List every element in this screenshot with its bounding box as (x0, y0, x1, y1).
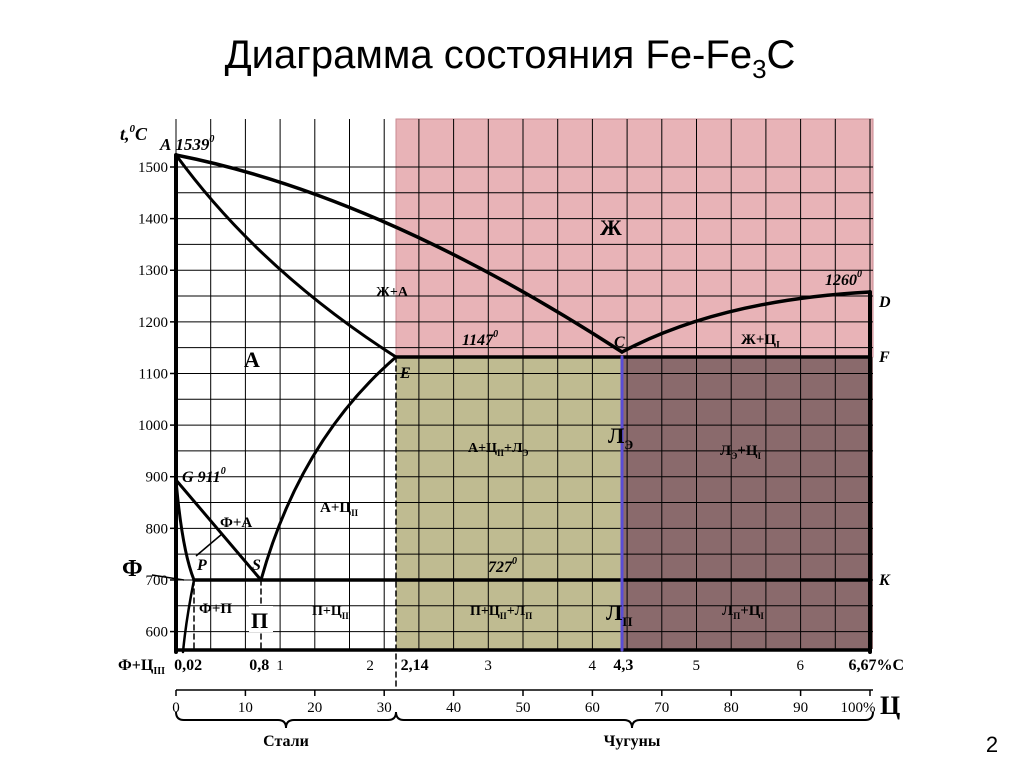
point-d-label: D (878, 294, 891, 311)
steels-brace (175, 711, 397, 729)
point-f-label: F (878, 349, 890, 366)
cementite-tick-label: 20 (307, 700, 322, 716)
carbon-tick-label: 6,67%C (848, 657, 904, 674)
region-ferrite-label: Ф (122, 556, 143, 582)
y-tick-label: 1000 (138, 418, 168, 434)
region-austenite-cem2-label: А+ЦII (320, 500, 359, 518)
carbon-tick-label: 2 (366, 658, 374, 674)
y-tick-label: 1100 (139, 366, 168, 382)
cementite-ticks: 0 10 20 30 40 50 60 70 80 90 100% (172, 690, 876, 716)
y-tick-label: 1500 (138, 160, 168, 176)
cast-irons-label: Чугуны (604, 733, 661, 750)
point-e-label: E (399, 365, 411, 382)
temp-1260-label: 12600 (825, 269, 862, 289)
region-led-p-label: ЛП (606, 600, 633, 629)
gp-line (174, 478, 196, 582)
acm-line-es (259, 355, 398, 582)
region-austenite-label: А (244, 347, 260, 372)
cementite-tick-label: 0 (172, 700, 180, 716)
pearlite-label-box (249, 606, 273, 632)
point-a-label: A 15390 (159, 134, 214, 154)
carbon-tick-label: 5 (692, 658, 700, 674)
point-p-label: P (196, 557, 207, 574)
carbon-left-label: Ф+ЦIII (118, 657, 165, 677)
y-tick-label: 800 (146, 521, 169, 537)
cementite-tick-label: 50 (516, 700, 531, 716)
temp-727-label: 7270 (488, 556, 517, 576)
region-liquid-austenite-label: Ж+А (376, 285, 409, 300)
carbon-tick-label: 2,14 (401, 657, 429, 674)
y-tick-label: 1300 (138, 263, 168, 279)
y-axis-label: t,0C (120, 123, 148, 144)
cementite-tick-label: 30 (377, 700, 392, 716)
carbon-tick-label: 3 (484, 658, 492, 674)
temp-1147-label: 11470 (462, 329, 498, 349)
carbon-tick-label: 4 (588, 658, 596, 674)
point-g-label: G 9110 (182, 466, 226, 486)
carbon-tick-label: 0,8 (249, 657, 269, 674)
slide-title: Диаграмма состояния Fe-Fe3C (225, 33, 796, 84)
region-led-e-label: ЛЭ (608, 423, 633, 452)
cementite-tick-label: 60 (585, 700, 600, 716)
cementite-tick-label: 100% (841, 700, 876, 716)
point-c-label: C (614, 334, 625, 351)
solidus-ae-line (174, 153, 398, 359)
page-number: 2 (986, 732, 998, 757)
region-pearlite-label: П (251, 608, 268, 633)
ferrite-austenite-pointer (195, 533, 223, 557)
grid (175, 119, 873, 650)
point-k-label: K (878, 572, 891, 589)
region-ferrite-austenite-label: Ф+А (220, 515, 252, 531)
carbon-tick-label: 4,3 (613, 657, 633, 674)
point-s-label: S (252, 557, 261, 574)
region-liquid-cementite-label: Ж+ЦI (741, 332, 780, 351)
region-liquid-label: Ж (600, 215, 622, 240)
y-tick-label: 900 (146, 470, 169, 486)
region-pearlite-cem2-label: П+ЦII (312, 604, 349, 621)
y-tick-label: 1400 (138, 212, 168, 228)
liquid-region (395, 118, 874, 358)
region-led-p-cem1-label: ЛП+ЦI (722, 603, 764, 621)
y-tick-label: 600 (146, 625, 169, 641)
a3-line-gs (174, 478, 263, 582)
region-led-cem1-upper-label: ЛЭ+ЦI (720, 443, 762, 461)
carbon-tick-label: 1 (276, 658, 284, 674)
cementite-axis-label: Ц (880, 691, 900, 720)
liquidus-ac-line (174, 153, 624, 354)
pq-solvus-line (181, 578, 196, 654)
liquidus-cd-line (620, 290, 872, 354)
region-ferrite-pearlite-label: Ф+П (199, 601, 232, 617)
carbon-ticks: 0,02 0,8 1 2 2,14 3 4 4,3 5 6 6,67%C (174, 657, 904, 674)
y-tick-label: 1200 (138, 315, 168, 331)
ferrite-pointer (151, 574, 185, 581)
cast-irons-brace (395, 711, 874, 729)
cementite-tick-label: 90 (793, 700, 808, 716)
cementite-tick-label: 80 (724, 700, 739, 716)
carbon-tick-label: 6 (797, 658, 805, 674)
cementite-tick-label: 10 (238, 700, 253, 716)
region-austenite-cem2-led-label: А+ЦII+ЛЭ (468, 441, 529, 458)
steels-label: Стали (263, 733, 309, 750)
cementite-tick-label: 40 (446, 700, 461, 716)
cementite-tick-label: 70 (654, 700, 669, 716)
carbon-tick-label: 0,02 (174, 657, 202, 674)
region-pearlite-cem2-led-label: П+ЦII+ЛП (470, 604, 532, 621)
